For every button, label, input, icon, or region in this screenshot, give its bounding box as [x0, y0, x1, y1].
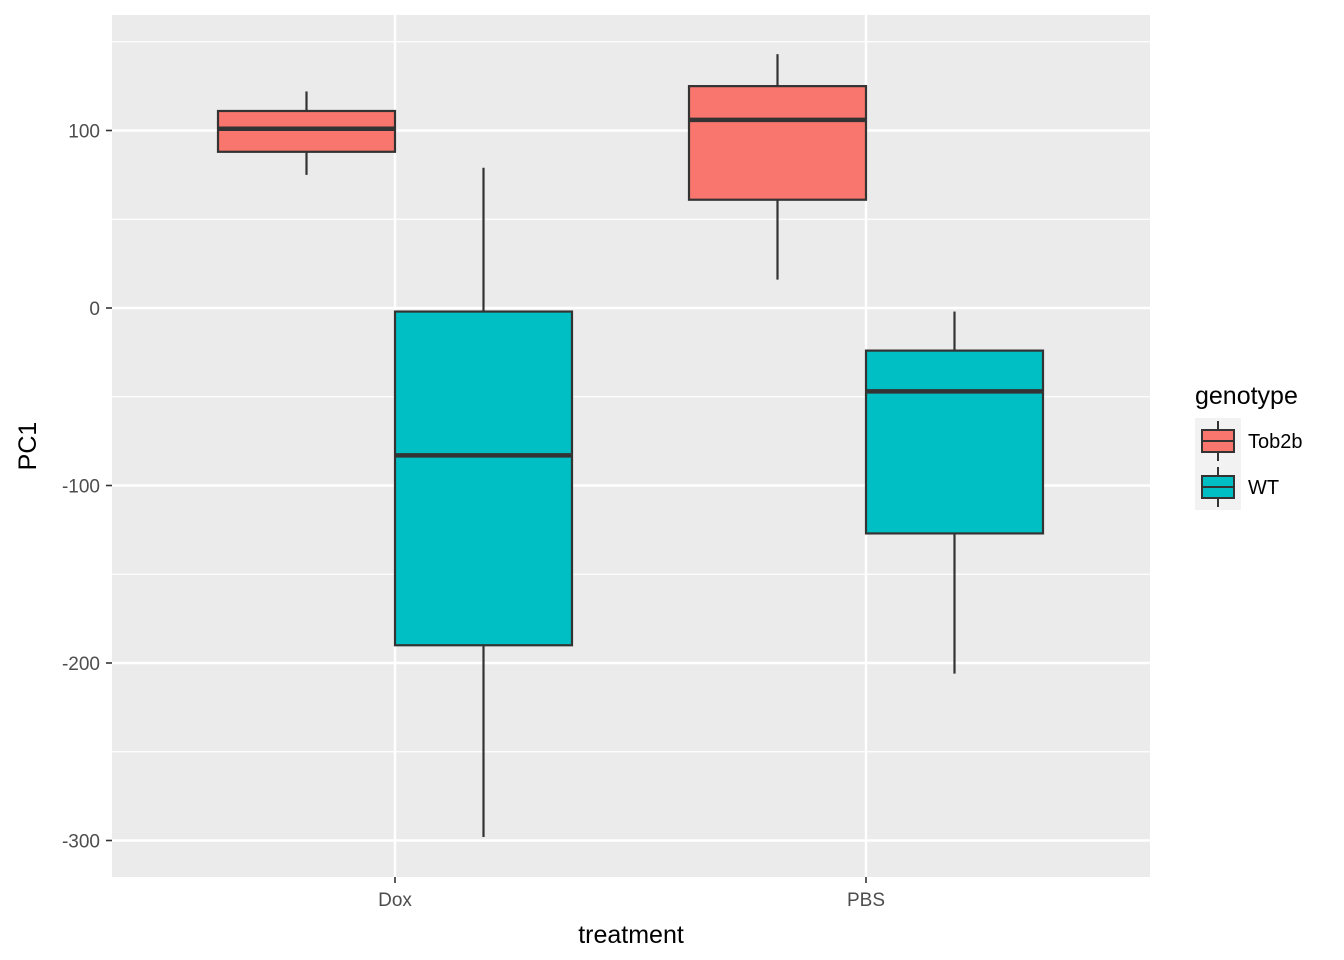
- y-axis-title: PC1: [14, 422, 42, 471]
- legend-title: genotype: [1195, 382, 1298, 410]
- box-Tob2b-Dox: [216, 91, 397, 175]
- box-WT-PBS: [864, 311, 1045, 674]
- minor-gridlines: [112, 41, 1150, 753]
- y-tick-label: 0: [89, 299, 100, 320]
- x-axis: Dox PBS: [378, 877, 885, 911]
- x-tick-label: Dox: [378, 890, 412, 911]
- x-tick-label: PBS: [847, 890, 885, 911]
- boxes: [216, 54, 1045, 837]
- box-Tob2b-PBS: [687, 54, 868, 280]
- box-body: [864, 349, 1045, 535]
- legend-item: WT: [1195, 464, 1279, 510]
- x-axis-title: treatment: [578, 921, 684, 949]
- box-WT-Dox: [393, 167, 574, 837]
- y-tick-label: 100: [68, 122, 100, 143]
- y-tick-label: -300: [62, 832, 100, 853]
- y-tick-label: -200: [62, 654, 100, 675]
- legend-item: Tob2b: [1195, 418, 1303, 464]
- box-body: [216, 109, 397, 153]
- y-tick-label: -100: [62, 477, 100, 498]
- legend-label: WT: [1248, 477, 1279, 499]
- box-body: [393, 310, 574, 647]
- y-axis: 100 0 -100 -200 -300: [62, 122, 112, 853]
- legend: genotype Tob2b WT: [1195, 382, 1303, 510]
- legend-label: Tob2b: [1248, 431, 1303, 453]
- box-body: [687, 85, 868, 201]
